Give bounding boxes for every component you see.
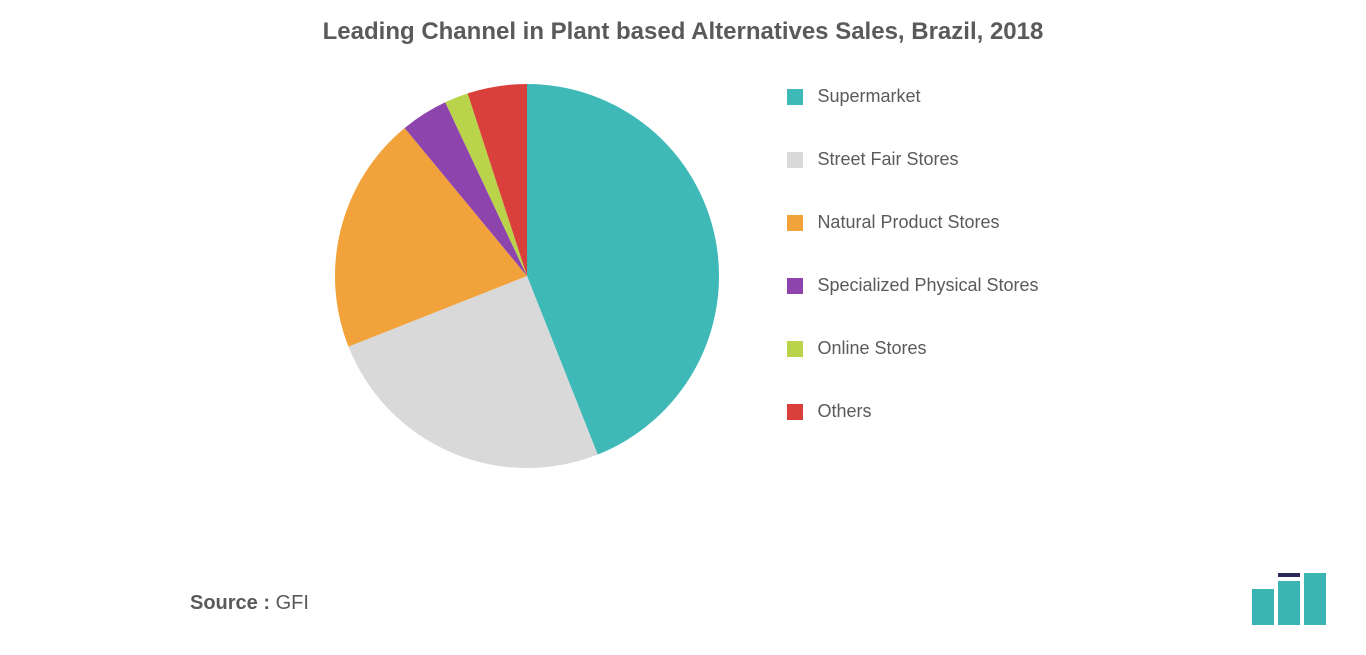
logo-bar-icon xyxy=(1278,581,1300,625)
legend-item: Supermarket xyxy=(787,86,1038,107)
legend-label: Online Stores xyxy=(817,338,926,359)
source-prefix: Source : xyxy=(190,592,270,614)
legend-item: Online Stores xyxy=(787,338,1038,359)
legend-swatch-icon xyxy=(787,404,803,420)
legend-swatch-icon xyxy=(787,341,803,357)
legend-label: Natural Product Stores xyxy=(817,212,999,233)
legend-label: Specialized Physical Stores xyxy=(817,275,1038,296)
legend-swatch-icon xyxy=(787,152,803,168)
legend-item: Specialized Physical Stores xyxy=(787,275,1038,296)
chart-body: Supermarket Street Fair Stores Natural Pro… xyxy=(0,76,1366,476)
source-citation: Source : GFI xyxy=(190,592,309,615)
legend-label: Supermarket xyxy=(817,86,920,107)
legend-item: Street Fair Stores xyxy=(787,149,1038,170)
legend-item: Others xyxy=(787,401,1038,422)
chart-title: Leading Channel in Plant based Alternati… xyxy=(0,0,1366,46)
legend-swatch-icon xyxy=(787,278,803,294)
legend-label: Others xyxy=(817,401,871,422)
legend: Supermarket Street Fair Stores Natural Pro… xyxy=(787,86,1038,422)
source-name: GFI xyxy=(276,592,309,614)
logo-bar-icon xyxy=(1252,589,1274,625)
logo-bar-icon xyxy=(1304,573,1326,625)
brand-logo xyxy=(1252,573,1326,625)
legend-swatch-icon xyxy=(787,215,803,231)
legend-swatch-icon xyxy=(787,89,803,105)
pie-svg xyxy=(327,76,727,476)
pie-chart xyxy=(327,76,727,476)
legend-item: Natural Product Stores xyxy=(787,212,1038,233)
legend-label: Street Fair Stores xyxy=(817,149,958,170)
